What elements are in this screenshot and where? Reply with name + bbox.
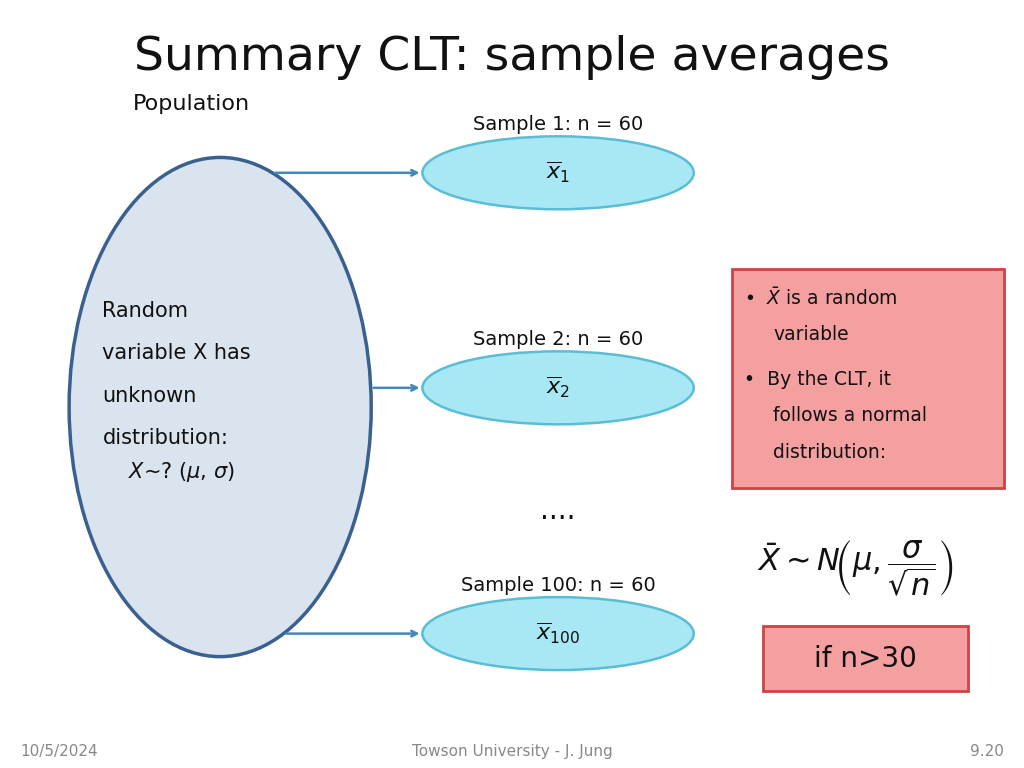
Text: $\overline{x}_{100}$: $\overline{x}_{100}$ — [536, 621, 581, 646]
Ellipse shape — [423, 598, 694, 670]
Ellipse shape — [423, 352, 694, 425]
Text: variable X has: variable X has — [102, 343, 251, 363]
Text: 10/5/2024: 10/5/2024 — [20, 743, 98, 759]
Ellipse shape — [423, 137, 694, 209]
Text: distribution:: distribution: — [102, 428, 228, 448]
Text: Sample 2: n = 60: Sample 2: n = 60 — [473, 330, 643, 349]
Text: $\overline{x}_2$: $\overline{x}_2$ — [546, 376, 570, 400]
Text: Sample 100: n = 60: Sample 100: n = 60 — [461, 576, 655, 594]
Text: •  $\bar{X}$ is a random: • $\bar{X}$ is a random — [744, 287, 898, 309]
Text: Population: Population — [133, 94, 250, 114]
FancyBboxPatch shape — [763, 626, 968, 691]
Text: Sample 1: n = 60: Sample 1: n = 60 — [473, 115, 643, 134]
Text: if n>30: if n>30 — [814, 644, 916, 673]
Text: Towson University - J. Jung: Towson University - J. Jung — [412, 743, 612, 759]
Text: $\overline{x}_1$: $\overline{x}_1$ — [546, 161, 570, 185]
Text: unknown: unknown — [102, 386, 197, 406]
Text: distribution:: distribution: — [773, 443, 886, 462]
Text: •  By the CLT, it: • By the CLT, it — [744, 369, 892, 389]
Text: ....: .... — [541, 497, 575, 525]
Text: $\bar{X}{\sim}N\!\left(\mu,\dfrac{\sigma}{\sqrt{n}}\right)$: $\bar{X}{\sim}N\!\left(\mu,\dfrac{\sigma… — [757, 538, 953, 598]
Text: 9.20: 9.20 — [970, 743, 1004, 759]
Text: variable: variable — [773, 326, 849, 344]
Ellipse shape — [70, 157, 372, 657]
FancyBboxPatch shape — [732, 269, 1004, 488]
Text: $\it{X}$~? ($\mu$, $\sigma$): $\it{X}$~? ($\mu$, $\sigma$) — [128, 460, 234, 485]
Text: Summary CLT: sample averages: Summary CLT: sample averages — [134, 35, 890, 80]
Text: follows a normal: follows a normal — [773, 406, 927, 425]
Text: Random: Random — [102, 301, 188, 321]
